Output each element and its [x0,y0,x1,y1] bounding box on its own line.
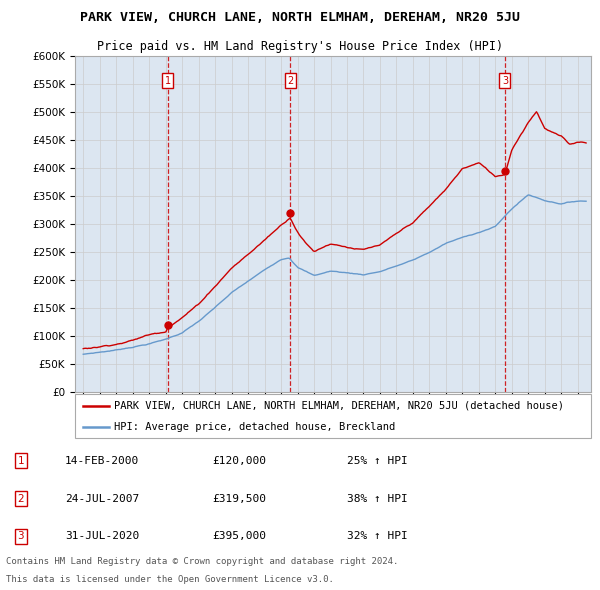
Text: £120,000: £120,000 [212,456,266,466]
Text: 1: 1 [17,456,24,466]
Text: PARK VIEW, CHURCH LANE, NORTH ELMHAM, DEREHAM, NR20 5JU: PARK VIEW, CHURCH LANE, NORTH ELMHAM, DE… [80,11,520,24]
Text: 2: 2 [287,76,293,86]
Text: 25% ↑ HPI: 25% ↑ HPI [347,456,408,466]
Text: 1: 1 [164,76,171,86]
Text: 31-JUL-2020: 31-JUL-2020 [65,532,139,541]
Text: This data is licensed under the Open Government Licence v3.0.: This data is licensed under the Open Gov… [6,575,334,584]
Text: £319,500: £319,500 [212,494,266,503]
FancyBboxPatch shape [75,394,591,438]
Text: 32% ↑ HPI: 32% ↑ HPI [347,532,408,541]
Text: HPI: Average price, detached house, Breckland: HPI: Average price, detached house, Brec… [114,422,395,432]
Text: 38% ↑ HPI: 38% ↑ HPI [347,494,408,503]
Text: 2: 2 [17,494,24,503]
Text: Contains HM Land Registry data © Crown copyright and database right 2024.: Contains HM Land Registry data © Crown c… [6,558,398,566]
Text: 24-JUL-2007: 24-JUL-2007 [65,494,139,503]
Text: 3: 3 [502,76,508,86]
Text: £395,000: £395,000 [212,532,266,541]
Text: 14-FEB-2000: 14-FEB-2000 [65,456,139,466]
Text: Price paid vs. HM Land Registry's House Price Index (HPI): Price paid vs. HM Land Registry's House … [97,40,503,53]
Text: PARK VIEW, CHURCH LANE, NORTH ELMHAM, DEREHAM, NR20 5JU (detached house): PARK VIEW, CHURCH LANE, NORTH ELMHAM, DE… [114,401,564,411]
Text: 3: 3 [17,532,24,541]
